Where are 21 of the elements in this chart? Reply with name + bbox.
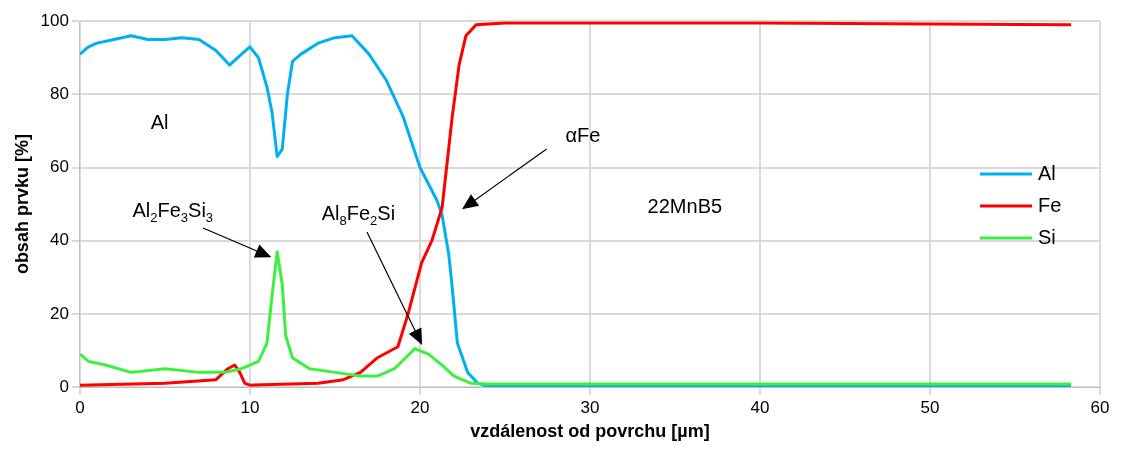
y-tick-label: 100 (40, 10, 69, 30)
x-tick-label: 40 (750, 397, 770, 417)
y-tick-label: 40 (50, 230, 69, 250)
x-tick-label: 30 (580, 397, 600, 417)
x-axis-title: vzdálenost od povrchu [µm] (470, 421, 710, 442)
x-tick-label: 10 (240, 397, 260, 417)
annotation: 22MnB5 (647, 194, 723, 217)
x-tick-label: 60 (1090, 397, 1110, 417)
legend-label: Al (1038, 161, 1056, 184)
y-tick-label: 80 (50, 84, 69, 104)
x-tick-label: 50 (920, 397, 940, 417)
annotation: Al (150, 111, 169, 134)
y-tick-label: 60 (50, 157, 69, 177)
y-tick-label: 20 (50, 303, 69, 323)
annotation: αFe (565, 123, 601, 146)
y-tick-label: 0 (59, 376, 69, 396)
legend-label: Si (1038, 225, 1056, 248)
x-tick-label: 20 (410, 397, 430, 417)
x-tick-label: 0 (75, 397, 85, 417)
y-axis-title: obsah prvku [%] (11, 134, 32, 275)
legend-label: Fe (1038, 193, 1062, 216)
